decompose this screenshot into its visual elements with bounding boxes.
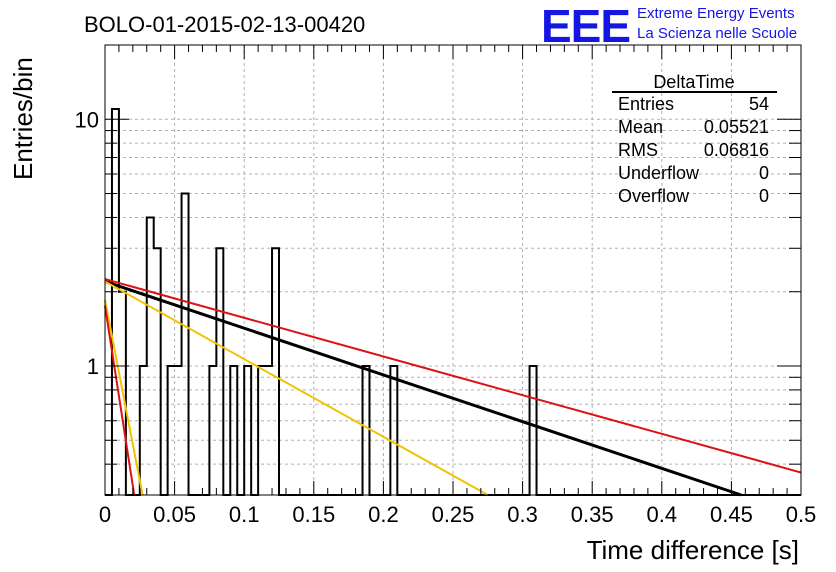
fit-line (104, 305, 136, 496)
histogram-bin (209, 366, 216, 495)
fit-lines (104, 278, 802, 497)
fit-line (104, 280, 489, 496)
logo-line-1: Extreme Energy Events (637, 5, 795, 22)
x-tick-label: 0.45 (710, 502, 753, 527)
x-tick-label: 0.25 (432, 502, 475, 527)
histogram-bin (168, 366, 175, 495)
stats-label: Mean (618, 117, 663, 137)
histogram-title: BOLO-01-2015-02-13-00420 (84, 12, 365, 37)
fit-line (104, 280, 742, 497)
histogram-bin (154, 248, 161, 495)
stats-value: 0.05521 (704, 117, 769, 137)
histogram-bin (140, 366, 147, 495)
y-axis-label: Entries/bin (8, 57, 38, 180)
histogram-bin (175, 366, 182, 495)
histogram-bin (390, 366, 397, 495)
histogram-bin (216, 248, 223, 495)
stats-title: DeltaTime (653, 72, 734, 92)
histogram-bin (272, 248, 279, 495)
x-tick-label: 0 (99, 502, 111, 527)
histogram-bin (147, 217, 154, 495)
stats-box: DeltaTime Entries 54 Mean 0.05521 RMS 0.06816… (612, 72, 777, 206)
tick-labels: 0 0.05 0.1 0.15 0.2 0.25 0.3 0.35 0.4 0.45 0.5 1 10 (75, 107, 817, 527)
x-tick-label: 0.05 (153, 502, 196, 527)
x-axis-label: Time difference [s] (587, 535, 799, 565)
x-tick-label: 0.35 (571, 502, 614, 527)
stats-value: 0 (759, 186, 769, 206)
stats-label: Entries (618, 94, 674, 114)
stats-value: 54 (749, 94, 769, 114)
fit-line (104, 278, 802, 474)
y-tick-label: 1 (87, 354, 99, 379)
x-tick-label: 0.4 (647, 502, 678, 527)
histogram-bin (530, 366, 537, 495)
histogram-bin (112, 109, 119, 495)
logo-line-2: La Scienza nelle Scuole (637, 25, 797, 42)
x-tick-label: 0.3 (507, 502, 538, 527)
x-tick-label: 0.2 (368, 502, 399, 527)
histogram-bin (265, 366, 272, 495)
histogram-bin (182, 194, 189, 495)
grid (105, 45, 801, 495)
fit-line (104, 299, 144, 496)
x-tick-label: 0.15 (292, 502, 335, 527)
x-tick-label: 0.5 (786, 502, 817, 527)
stats-label: RMS (618, 140, 658, 160)
eee-logo: EEE Extreme Energy Events La Scienza nel… (541, 0, 797, 52)
stats-label: Underflow (618, 163, 700, 183)
y-tick-label: 10 (75, 107, 99, 132)
histogram-bin (363, 366, 370, 495)
stats-label: Overflow (618, 186, 690, 206)
stats-value: 0.06816 (704, 140, 769, 160)
histogram-bin (230, 366, 237, 495)
logo-mark: EEE (541, 0, 630, 52)
histogram-bin (258, 366, 265, 495)
histogram-bin (244, 366, 251, 495)
x-tick-label: 0.1 (229, 502, 260, 527)
stats-value: 0 (759, 163, 769, 183)
axis-ticks (104, 44, 802, 496)
